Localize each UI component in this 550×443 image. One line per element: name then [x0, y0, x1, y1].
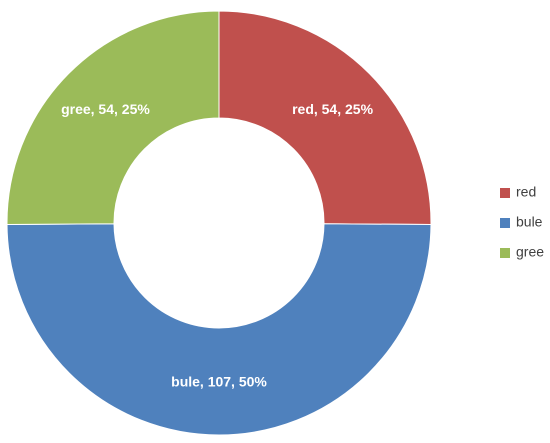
legend-label: bule	[516, 214, 543, 230]
donut-slice	[218, 10, 432, 226]
legend-label: red	[516, 184, 536, 200]
legend-swatch	[500, 188, 510, 198]
data-label: bule, 107, 50%	[171, 374, 267, 390]
legend-swatch	[500, 218, 510, 228]
legend-label: gree	[516, 244, 544, 260]
legend-swatch	[500, 248, 510, 258]
donut-slice	[6, 10, 220, 226]
data-label: red, 54, 25%	[292, 101, 373, 117]
donut-slice	[6, 223, 432, 436]
data-label: gree, 54, 25%	[61, 101, 150, 117]
